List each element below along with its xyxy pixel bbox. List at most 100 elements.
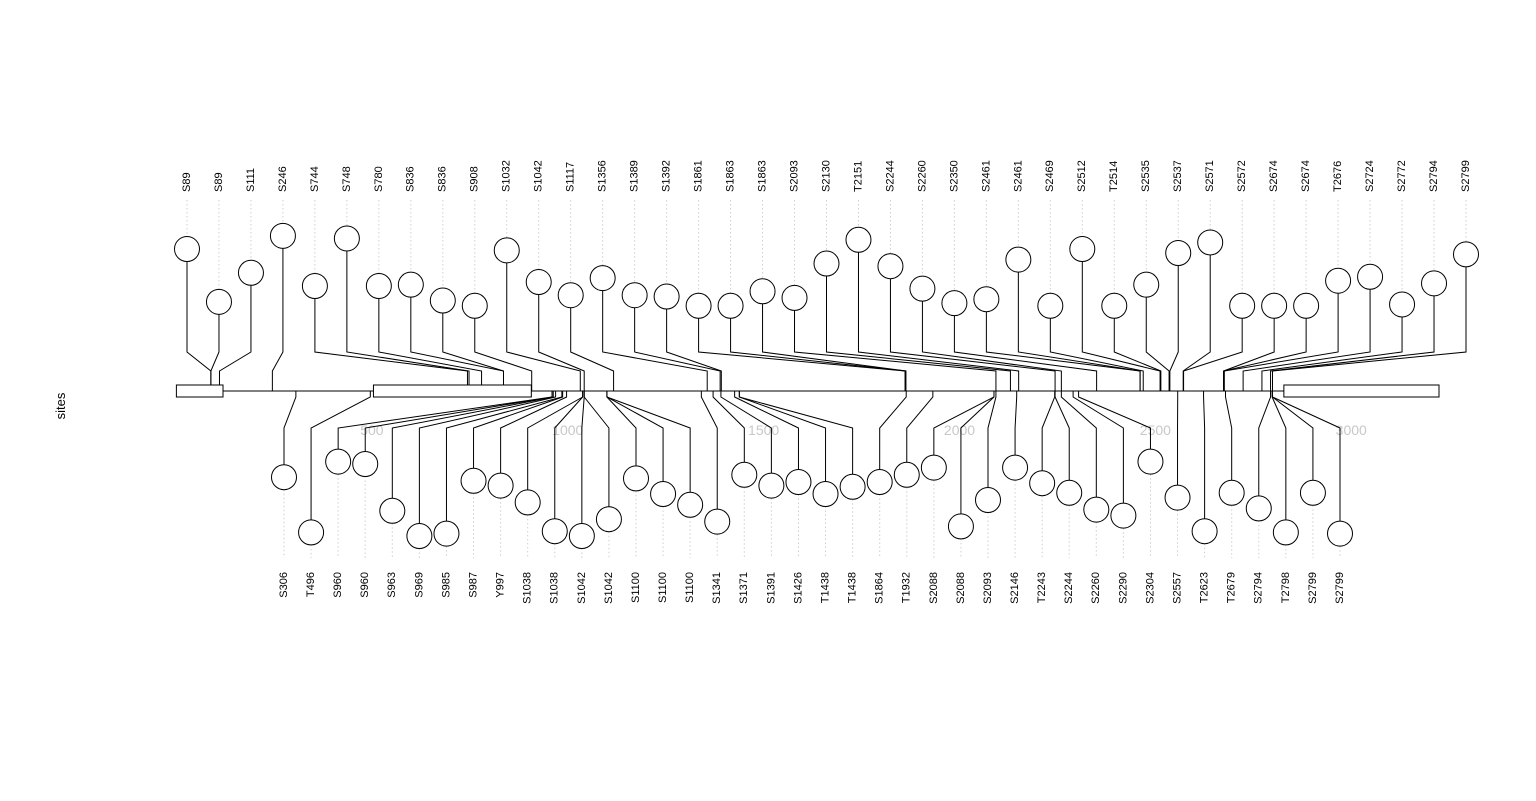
lollipop-head — [205, 288, 232, 315]
stem — [346, 250, 470, 391]
stem — [1223, 293, 1339, 391]
lollipop-head — [541, 518, 568, 545]
site-label: S1371 — [738, 572, 750, 604]
site-label: T2623 — [1199, 572, 1211, 603]
x-tick-label: 1000 — [552, 422, 583, 438]
y-axis-label: sites — [53, 392, 68, 419]
site-label: T2151 — [852, 161, 864, 192]
site-label: S2799 — [1307, 572, 1319, 604]
stem — [960, 391, 995, 514]
site-label: S2244 — [1063, 572, 1075, 604]
lollipop-head — [1056, 479, 1083, 506]
lollipop-head — [595, 506, 622, 533]
lollipop-head — [941, 290, 968, 317]
lollipop-head — [589, 265, 616, 292]
stem — [1258, 391, 1272, 496]
stem — [1041, 391, 1056, 471]
site-label: S1863 — [756, 160, 768, 192]
stem — [1272, 266, 1467, 391]
lollipop-head — [653, 283, 680, 310]
lollipop-head — [1165, 240, 1192, 266]
site-label: S2093 — [982, 572, 994, 604]
stem — [506, 262, 581, 391]
lollipop-head — [1164, 484, 1191, 511]
lollipop-head — [623, 465, 649, 492]
lollipop-head — [731, 461, 758, 488]
lollipop-head — [1272, 519, 1299, 546]
lollipop-head — [839, 473, 866, 500]
site-label: S2244 — [884, 160, 896, 192]
lollipop-head — [677, 491, 704, 518]
lollipop-head — [758, 472, 785, 499]
site-label: S89 — [181, 172, 193, 192]
stem — [418, 391, 557, 524]
lollipop-head — [433, 520, 460, 547]
stem — [1272, 391, 1341, 522]
domain-box-1 — [175, 384, 224, 398]
stem — [1169, 265, 1179, 391]
lollipop-heads — [174, 222, 1479, 549]
lollipop-head — [379, 497, 406, 524]
lollipop-head — [397, 271, 424, 298]
stem — [1242, 289, 1371, 391]
site-label: S969 — [413, 572, 425, 598]
stem — [666, 309, 722, 391]
lollipop-head — [866, 469, 893, 495]
stem — [474, 318, 533, 391]
lollipop-head — [1133, 271, 1160, 298]
lollipop-head — [1357, 263, 1384, 290]
stem — [473, 391, 564, 469]
site-label: S2088 — [928, 572, 940, 604]
site-label: S2794 — [1428, 160, 1440, 192]
lollipop-head — [1002, 454, 1029, 481]
lollipop-head — [1261, 292, 1288, 319]
site-label: S2557 — [1171, 572, 1183, 604]
stem — [410, 297, 505, 391]
lollipop-head — [325, 448, 352, 475]
site-label: S111 — [245, 168, 257, 192]
lollipop-head — [237, 259, 264, 286]
site-label: S246 — [277, 166, 289, 192]
site-label: S836 — [405, 166, 417, 192]
stem — [1081, 261, 1161, 391]
lollipop-head — [1245, 495, 1272, 522]
lollipop-head — [1453, 241, 1479, 268]
site-label: S2724 — [1364, 160, 1376, 192]
stem — [1203, 391, 1206, 519]
lollipop-head — [845, 226, 872, 253]
lollipop-head — [174, 236, 200, 263]
lollipop-head — [1389, 291, 1416, 318]
stem — [734, 391, 799, 470]
stem — [1261, 316, 1403, 391]
lollipop-head — [704, 508, 731, 535]
site-label: S2461 — [980, 160, 992, 192]
lollipop-head — [493, 237, 520, 264]
site-label: S2260 — [916, 160, 928, 192]
site-label: S2461 — [1012, 160, 1024, 192]
site-label: S2304 — [1144, 572, 1156, 604]
stem — [271, 248, 284, 391]
lollipop-head — [365, 273, 392, 299]
stem — [1272, 391, 1314, 481]
x-tick-label: 2000 — [944, 422, 975, 438]
stem — [1270, 295, 1435, 391]
stem — [602, 290, 708, 391]
site-label: S1042 — [603, 572, 615, 604]
lollipop-head — [877, 253, 904, 280]
lollipop-head — [1299, 479, 1326, 506]
stem — [538, 294, 585, 391]
stem — [1054, 391, 1070, 481]
stem — [1072, 391, 1124, 504]
lollipop-head — [301, 273, 328, 299]
lollipop-head — [1005, 246, 1032, 273]
lollipop-head — [685, 292, 712, 319]
stem — [953, 315, 1098, 391]
site-label: S987 — [467, 572, 479, 598]
x-axis-ticks: 500 1000 1500 2000 2500 3000 — [360, 422, 1367, 438]
stem — [1060, 391, 1097, 498]
site-label: S1100 — [657, 572, 669, 603]
stem — [1183, 318, 1243, 391]
stem — [500, 391, 568, 474]
stem — [583, 391, 610, 507]
site-label: S2799 — [1334, 572, 1346, 604]
